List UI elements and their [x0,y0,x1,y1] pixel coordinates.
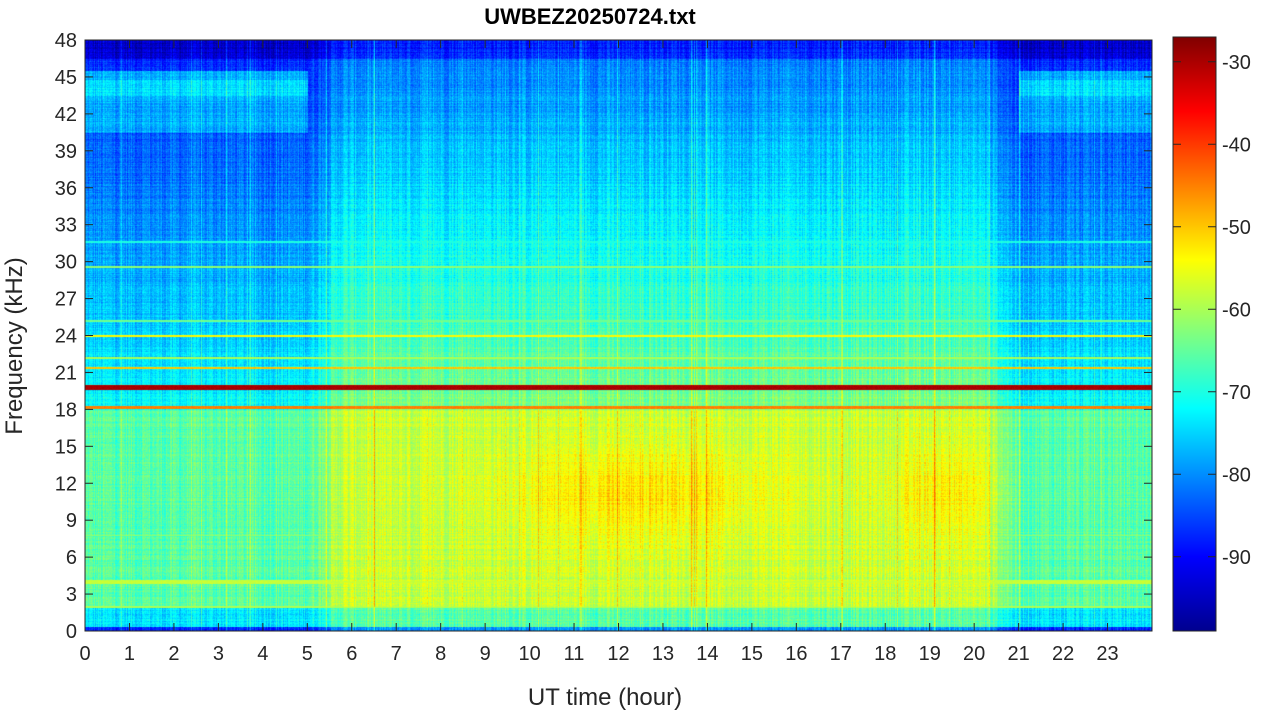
y-tick-label: 6 [66,547,77,569]
x-tick-label: 0 [79,643,90,665]
x-tick-label: 4 [257,643,268,665]
x-tick-label: 15 [741,643,763,665]
x-tick-label: 23 [1096,643,1118,665]
x-tick-label: 22 [1052,643,1074,665]
x-tick-label: 11 [564,643,585,665]
x-tick-label: 10 [518,643,540,665]
colorbar: -30 -40 -50 -60 -70 -80 -90 [1172,36,1251,632]
y-tick-label: 18 [55,399,77,421]
x-tick-label: 18 [874,643,896,665]
y-tick-label: 3 [66,584,77,606]
x-axis: 0 1 2 3 4 5 6 7 8 9 10 11 12 13 14 15 16 17 18 19 20 21 22 23 [79,40,1119,665]
y-tick-label: 15 [55,436,77,458]
colorbar-tick-label: -50 [1222,217,1251,239]
y-tick-label: 21 [55,362,77,384]
y-axis-label: Frequency (kHz) [1,257,28,434]
x-tick-label: 2 [168,643,179,665]
colorbar-tick-label: -60 [1222,299,1251,321]
colorbar-border [1172,36,1217,632]
x-tick-label: 12 [607,643,629,665]
plot-area [84,39,1153,632]
y-tick-label: 30 [55,252,77,274]
colorbar-tick-label: -70 [1222,382,1251,404]
y-tick-label: 33 [55,215,77,237]
x-tick-label: 20 [963,643,985,665]
x-tick-label: 19 [919,643,941,665]
y-tick-label: 45 [55,67,77,89]
x-tick-label: 13 [652,643,674,665]
x-tick-label: 6 [346,643,357,665]
y-tick-label: 39 [55,141,77,163]
chart-title: UWBEZ20250724.txt [484,4,696,29]
colorbar-tick-label: -80 [1222,464,1251,486]
x-tick-label: 21 [1008,643,1030,665]
x-tick-label: 3 [213,643,224,665]
y-tick-label: 9 [66,510,77,532]
y-tick-label: 42 [55,104,77,126]
x-tick-label: 14 [696,643,718,665]
x-tick-label: 8 [435,643,446,665]
y-tick-label: 36 [55,178,77,200]
y-tick-label: 0 [66,621,77,643]
colorbar-ticks: -30 -40 -50 -60 -70 -80 -90 [1173,52,1251,569]
y-tick-label: 24 [55,326,77,348]
x-tick-label: 9 [480,643,491,665]
y-tick-label: 48 [55,30,77,52]
colorbar-gradient [1173,37,1216,631]
x-axis-label: UT time (hour) [528,684,682,711]
x-tick-label: 7 [391,643,402,665]
spectrogram-image [85,40,1152,631]
x-tick-label: 16 [785,643,807,665]
y-tick-label: 12 [55,473,77,495]
x-tick-label: 5 [302,643,313,665]
colorbar-tick-label: -30 [1222,52,1251,74]
y-tick-label: 27 [55,289,77,311]
x-tick-label: 17 [830,643,852,665]
colorbar-tick-label: -40 [1222,134,1251,156]
colorbar-tick-label: -90 [1222,547,1251,569]
x-tick-label: 1 [124,643,135,665]
